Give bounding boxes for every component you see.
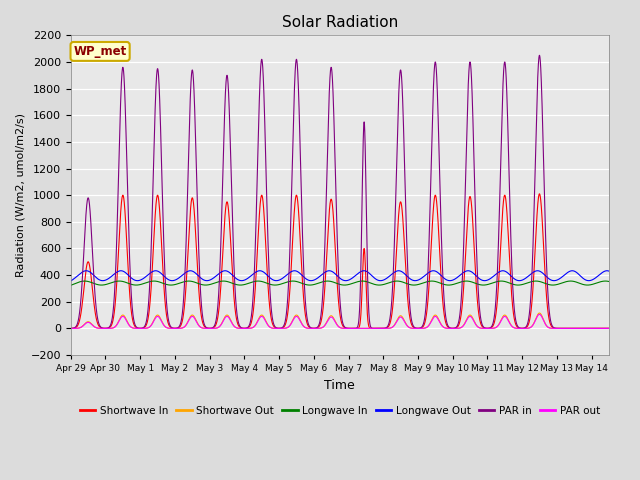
Longwave Out bbox=[534, 268, 541, 274]
PAR in bbox=[536, 52, 543, 58]
Longwave In bbox=[412, 282, 420, 288]
Line: Shortwave Out: Shortwave Out bbox=[71, 313, 609, 328]
PAR out bbox=[201, 325, 209, 331]
Longwave In bbox=[201, 282, 209, 288]
PAR out bbox=[570, 325, 578, 331]
Longwave In bbox=[392, 278, 400, 284]
Line: Longwave In: Longwave In bbox=[71, 281, 609, 285]
Shortwave Out bbox=[201, 325, 209, 331]
PAR in bbox=[452, 324, 460, 330]
Shortwave In bbox=[605, 325, 612, 331]
Longwave Out bbox=[412, 278, 420, 284]
PAR out bbox=[412, 325, 420, 331]
Shortwave In bbox=[201, 324, 209, 330]
PAR out bbox=[605, 325, 612, 331]
Line: PAR in: PAR in bbox=[71, 55, 609, 328]
Longwave In bbox=[321, 278, 329, 284]
Longwave Out bbox=[201, 277, 209, 283]
Longwave In bbox=[570, 278, 578, 284]
Line: Shortwave In: Shortwave In bbox=[71, 194, 609, 328]
Line: Longwave Out: Longwave Out bbox=[71, 271, 609, 281]
PAR in bbox=[605, 325, 612, 331]
Longwave In bbox=[452, 281, 460, 287]
Shortwave In bbox=[536, 191, 543, 197]
Longwave Out bbox=[321, 269, 329, 275]
Shortwave Out bbox=[321, 322, 329, 327]
Shortwave In bbox=[570, 325, 578, 331]
Longwave In bbox=[605, 278, 612, 284]
PAR out bbox=[67, 325, 75, 331]
Text: WP_met: WP_met bbox=[74, 45, 127, 58]
PAR out bbox=[452, 325, 460, 331]
Longwave Out bbox=[392, 268, 400, 274]
Shortwave In bbox=[412, 325, 420, 331]
PAR in bbox=[321, 228, 329, 234]
Longwave In bbox=[67, 282, 75, 288]
PAR out bbox=[392, 320, 400, 325]
PAR out bbox=[321, 322, 329, 328]
Longwave Out bbox=[452, 276, 460, 281]
Shortwave Out bbox=[67, 325, 75, 331]
Title: Solar Radiation: Solar Radiation bbox=[282, 15, 398, 30]
Shortwave In bbox=[67, 325, 75, 331]
PAR in bbox=[201, 323, 209, 329]
Shortwave In bbox=[392, 252, 400, 258]
Longwave In bbox=[150, 278, 158, 284]
PAR in bbox=[412, 325, 420, 331]
Shortwave In bbox=[452, 325, 460, 331]
Line: PAR out: PAR out bbox=[71, 314, 609, 328]
PAR in bbox=[67, 325, 75, 331]
Longwave Out bbox=[570, 268, 578, 274]
X-axis label: Time: Time bbox=[324, 379, 355, 392]
Longwave Out bbox=[67, 278, 75, 284]
Shortwave Out bbox=[452, 325, 460, 331]
Shortwave Out bbox=[392, 319, 400, 324]
Shortwave Out bbox=[570, 325, 578, 331]
Longwave Out bbox=[605, 268, 612, 274]
Legend: Shortwave In, Shortwave Out, Longwave In, Longwave Out, PAR in, PAR out: Shortwave In, Shortwave Out, Longwave In… bbox=[76, 402, 604, 420]
Shortwave Out bbox=[412, 325, 420, 331]
Shortwave Out bbox=[536, 310, 543, 316]
Shortwave In bbox=[321, 277, 329, 283]
PAR in bbox=[570, 325, 578, 331]
PAR in bbox=[392, 177, 400, 182]
Y-axis label: Radiation (W/m2, umol/m2/s): Radiation (W/m2, umol/m2/s) bbox=[15, 113, 25, 277]
PAR out bbox=[536, 312, 543, 317]
Shortwave Out bbox=[605, 325, 612, 331]
